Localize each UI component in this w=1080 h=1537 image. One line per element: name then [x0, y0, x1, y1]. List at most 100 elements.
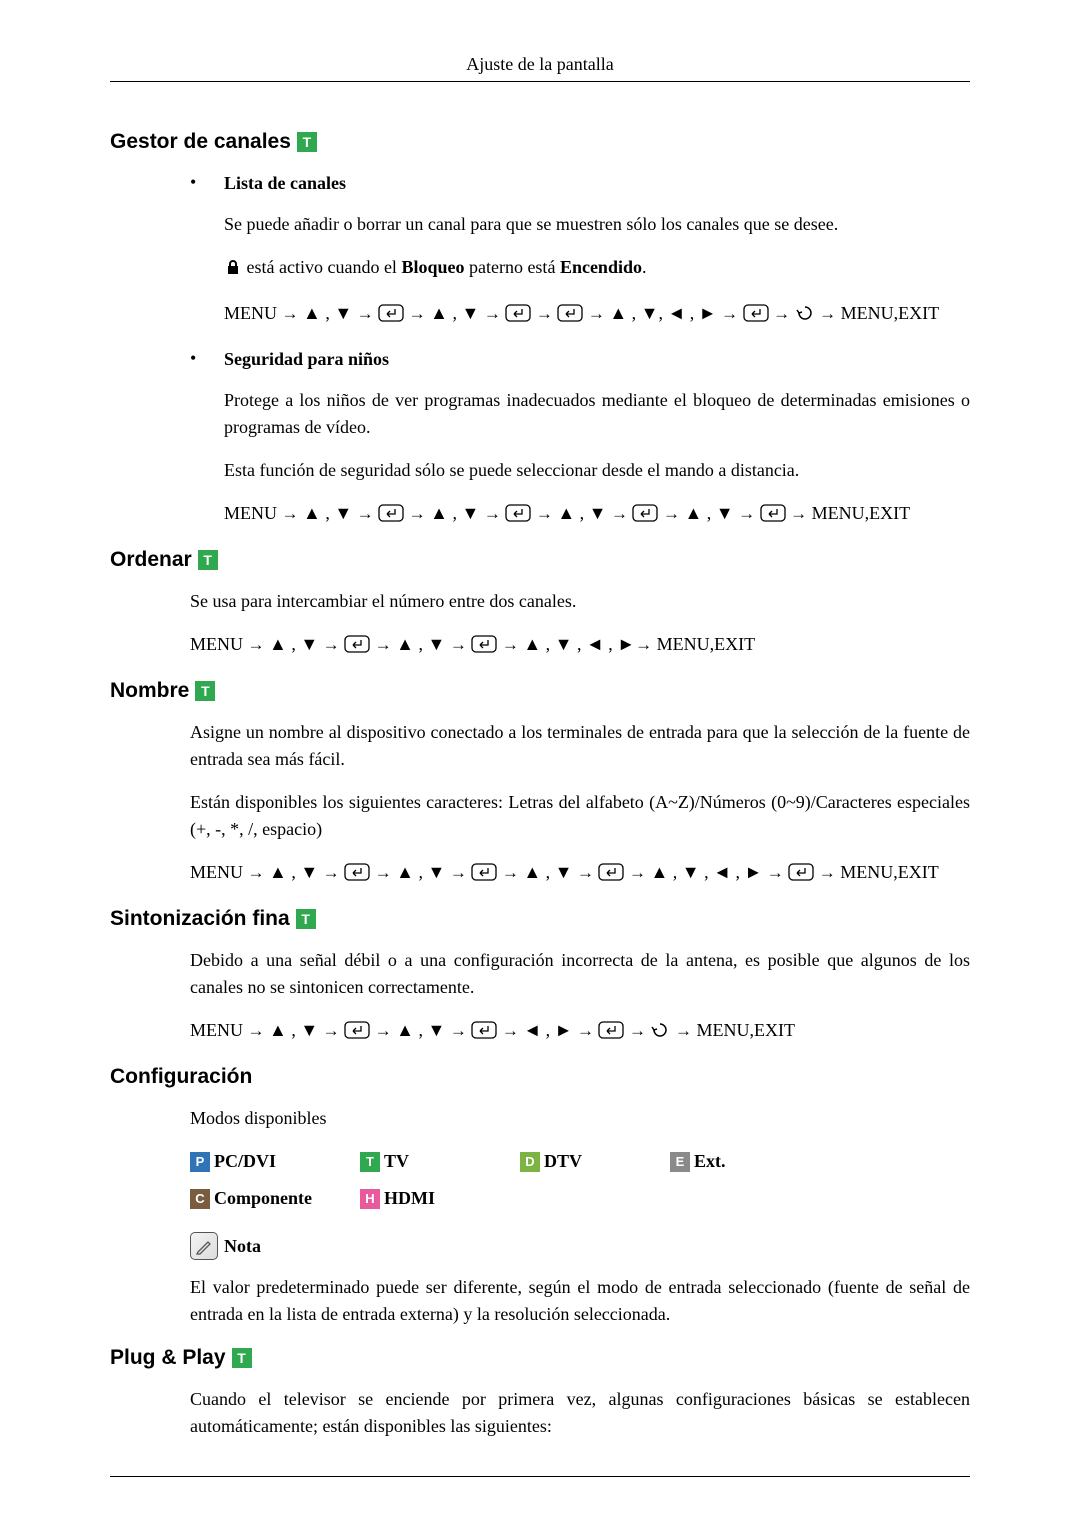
down-arrow-icon: ▼	[641, 303, 659, 323]
arrow-right-icon: →	[323, 863, 340, 882]
mode-item: HHDMI	[360, 1185, 520, 1212]
title-text: Plug & Play	[110, 1346, 226, 1370]
arrow-right-icon: →	[375, 863, 392, 882]
footer-rule	[110, 1476, 970, 1477]
nombre-nav: MENU → ▲ , ▼ → → ▲ , ▼ → → ▲ , ▼ → → ▲ ,…	[190, 859, 970, 889]
lista-lock: está activo cuando el Bloqueo paterno es…	[224, 254, 970, 284]
arrow-right-icon: →	[409, 504, 426, 523]
arrow-right-icon: →	[577, 863, 594, 882]
arrow-right-icon: →	[282, 504, 299, 523]
mode-badge-icon: H	[360, 1189, 380, 1209]
nota-label: Nota	[224, 1233, 261, 1260]
up-arrow-icon: ▲	[269, 1020, 287, 1040]
arrow-right-icon: →	[248, 635, 265, 654]
arrow-right-icon: →	[282, 304, 299, 323]
arrow-right-icon: →	[409, 304, 426, 323]
arrow-right-icon: →	[323, 1021, 340, 1040]
arrow-right-icon: →	[248, 863, 265, 882]
down-arrow-icon: ▼	[300, 862, 318, 882]
mode-item: EExt.	[670, 1148, 820, 1175]
mode-badge-icon: E	[670, 1152, 690, 1172]
enter-icon	[632, 503, 658, 530]
down-arrow-icon: ▼	[334, 303, 352, 323]
arrow-right-icon: →	[629, 863, 646, 882]
arrow-right-icon: →	[577, 1021, 594, 1040]
left-arrow-icon: ◄	[586, 634, 604, 654]
right-arrow-icon: ►	[555, 1020, 573, 1040]
seguridad-desc1: Protege a los niños de ver programas ina…	[224, 387, 970, 441]
enter-icon	[505, 303, 531, 330]
up-arrow-icon: ▲	[396, 634, 414, 654]
up-arrow-icon: ▲	[684, 503, 702, 523]
nav-text: MENU → ▲ , ▼ → → ▲ , ▼ → → ▲ , ▼ → → ▲ ,…	[224, 503, 910, 523]
ordenar-desc: Se usa para intercambiar el número entre…	[190, 588, 970, 615]
mode-badge-icon: T	[360, 1152, 380, 1172]
lock-b2: Encendido	[560, 257, 642, 277]
arrow-right-icon: →	[357, 504, 374, 523]
down-arrow-icon: ▼	[427, 862, 445, 882]
enter-icon	[598, 1020, 624, 1047]
lista-nav: MENU → ▲ , ▼ → → ▲ , ▼ → → → ▲ , ▼, ◄ , …	[224, 300, 970, 330]
arrow-right-icon: →	[484, 304, 501, 323]
enter-icon	[471, 862, 497, 889]
down-arrow-icon: ▼	[300, 634, 318, 654]
note-icon	[190, 1232, 218, 1260]
config-subtitle: Modos disponibles	[190, 1105, 970, 1132]
seguridad-nav: MENU → ▲ , ▼ → → ▲ , ▼ → → ▲ , ▼ → → ▲ ,…	[224, 500, 970, 530]
arrow-right-icon: →	[675, 1021, 692, 1040]
enter-icon	[557, 303, 583, 330]
down-arrow-icon: ▼	[300, 1020, 318, 1040]
arrow-right-icon: →	[635, 635, 652, 654]
gestor-content: • Lista de canales Se puede añadir o bor…	[190, 170, 970, 530]
tv-badge-icon: T	[195, 681, 215, 701]
right-arrow-icon: ►	[699, 303, 717, 323]
mode-label: PC/DVI	[214, 1148, 276, 1175]
lock-mid: paterno está	[464, 257, 559, 277]
down-arrow-icon: ▼	[716, 503, 734, 523]
seguridad-desc2: Esta función de seguridad sólo se puede …	[224, 457, 970, 484]
mode-label: Componente	[214, 1185, 312, 1212]
down-arrow-icon: ▼	[461, 503, 479, 523]
bullet-icon: •	[190, 170, 224, 195]
down-arrow-icon: ▼	[427, 1020, 445, 1040]
plugplay-desc: Cuando el televisor se enciende por prim…	[190, 1386, 970, 1440]
arrow-right-icon: →	[790, 504, 807, 523]
nav-text: MENU → ▲ , ▼ → → ▲ , ▼ → → → ▲ , ▼, ◄ , …	[224, 303, 939, 323]
enter-icon	[505, 503, 531, 530]
arrow-right-icon: →	[819, 304, 836, 323]
left-arrow-icon: ◄	[523, 1020, 541, 1040]
down-arrow-icon: ▼	[555, 862, 573, 882]
enter-icon	[743, 303, 769, 330]
arrow-right-icon: →	[663, 504, 680, 523]
nav-text: MENU → ▲ , ▼ → → ▲ , ▼ → → ▲ , ▼ , ◄ , ►…	[190, 634, 755, 654]
nota-text: El valor predeterminado puede ser difere…	[190, 1274, 970, 1328]
arrow-right-icon: →	[248, 1021, 265, 1040]
arrow-right-icon: →	[588, 304, 605, 323]
nav-text: MENU → ▲ , ▼ → → ▲ , ▼ → → ▲ , ▼ → → ▲ ,…	[190, 862, 939, 882]
right-arrow-icon: ►	[744, 862, 762, 882]
arrow-right-icon: →	[450, 863, 467, 882]
enter-icon	[471, 634, 497, 661]
title-text: Nombre	[110, 679, 189, 703]
mode-item: TTV	[360, 1148, 520, 1175]
nav-text: MENU → ▲ , ▼ → → ▲ , ▼ → → ◄ , ► → → → M…	[190, 1020, 795, 1040]
arrow-right-icon: →	[738, 504, 755, 523]
title-text: Sintonización fina	[110, 907, 290, 931]
lock-b1: Bloqueo	[401, 257, 464, 277]
bullet-icon: •	[190, 346, 224, 371]
config-content: Modos disponibles PPC/DVITTVDDTVEExt.CCo…	[190, 1105, 970, 1328]
down-arrow-icon: ▼	[555, 634, 573, 654]
up-arrow-icon: ▲	[650, 862, 668, 882]
sint-desc: Debido a una señal débil o a una configu…	[190, 947, 970, 1001]
up-arrow-icon: ▲	[523, 862, 541, 882]
mode-label: HDMI	[384, 1185, 435, 1212]
tv-badge-icon: T	[297, 132, 317, 152]
enter-icon	[344, 634, 370, 661]
mode-item: DDTV	[520, 1148, 670, 1175]
arrow-right-icon: →	[819, 863, 836, 882]
enter-icon	[344, 1020, 370, 1047]
mode-badge-icon: P	[190, 1152, 210, 1172]
sintonizacion-content: Debido a una señal débil o a una configu…	[190, 947, 970, 1047]
arrow-right-icon: →	[375, 1021, 392, 1040]
arrow-right-icon: →	[450, 1021, 467, 1040]
